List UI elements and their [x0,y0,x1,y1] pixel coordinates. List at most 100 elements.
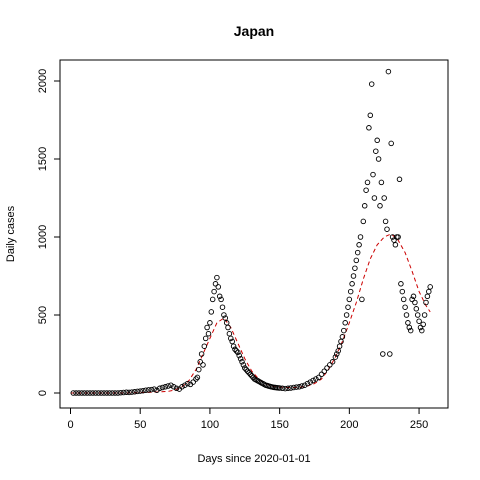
data-point [207,320,213,326]
data-point [336,343,343,349]
data-point [400,296,407,303]
data-point [229,338,235,345]
data-point [334,351,340,357]
data-point [148,386,155,393]
data-point [95,390,102,396]
data-point [359,296,365,303]
data-point [363,187,369,193]
data-point [357,234,364,240]
data-point [109,390,116,396]
data-point [236,352,242,359]
data-point [140,387,146,394]
y-tick-label: 500 [37,306,49,324]
data-point [170,384,177,390]
data-point [288,385,294,391]
data-point [104,390,110,396]
data-point [339,334,346,340]
data-point [329,359,336,365]
data-point [168,382,174,388]
data-point [225,324,231,331]
trend-line [70,233,431,394]
data-point [350,273,357,279]
y-tick-label: 1500 [37,147,49,171]
data-point [406,324,413,331]
data-point [249,373,255,379]
data-point [364,179,371,186]
data-point [409,296,415,303]
data-point [78,390,85,396]
data-point [208,309,215,315]
data-point [123,389,130,395]
data-point [346,296,353,303]
data-point [384,226,390,232]
data-point [232,346,238,353]
data-point [360,218,367,225]
data-point [402,304,408,310]
data-point [73,390,79,396]
data-point [101,390,107,396]
data-point [315,374,322,381]
x-tick-label: 100 [201,419,219,431]
data-point [244,368,251,374]
data-point [373,148,379,154]
data-point [399,288,406,295]
data-point [117,389,124,396]
data-point [324,365,330,371]
data-point [197,359,203,365]
data-point [143,387,149,393]
data-point [290,384,297,391]
data-point [368,81,375,87]
data-point [151,386,157,392]
trend-layer [70,233,431,394]
data-point [198,351,205,357]
x-tick-label: 150 [270,419,288,431]
data-point [184,380,191,387]
data-point [211,288,217,295]
data-point [200,362,206,368]
data-point [367,112,374,119]
data-point [221,312,227,318]
data-point [352,265,358,271]
data-point [301,382,308,388]
data-point [313,376,319,382]
data-point [106,390,113,396]
x-tick-label: 50 [134,419,146,431]
points-layer [70,68,433,396]
y-tick-label: 0 [37,390,49,396]
x-tick-label: 0 [67,419,73,431]
data-point [398,281,404,287]
data-point [387,351,393,357]
data-point [407,327,414,334]
chart-title: Japan [234,23,274,39]
data-point [230,343,237,349]
data-point [90,390,96,396]
data-point [426,288,432,295]
data-point [388,140,394,147]
data-point [237,355,244,362]
x-tick-label: 200 [340,419,358,431]
data-point [427,284,433,290]
data-point [81,390,88,396]
data-point [347,288,354,295]
data-point [371,195,378,201]
data-point [282,385,288,392]
data-point [374,137,380,144]
data-point [115,390,121,396]
plot-frame [59,59,449,409]
data-point [212,281,219,287]
data-point [413,306,420,312]
data-point [366,125,372,131]
data-point [226,330,233,337]
data-point [423,299,429,306]
data-point [375,156,382,162]
data-point [327,362,333,368]
data-point [416,318,422,324]
data-point [321,368,328,374]
y-axis-label: Daily cases [5,205,17,262]
data-point [310,377,316,384]
data-point [246,369,252,376]
data-point [341,327,347,334]
data-point [218,296,224,303]
data-point [381,195,387,201]
data-point [182,382,188,388]
